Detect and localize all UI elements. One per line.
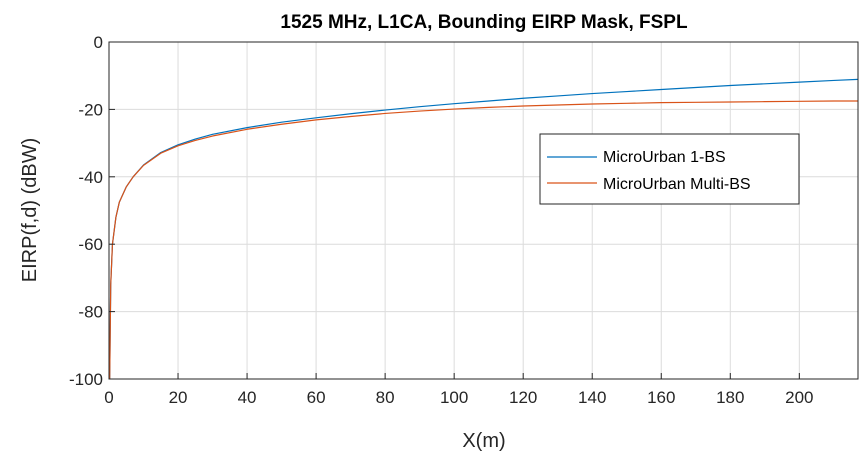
plot-area-frame bbox=[108, 41, 859, 380]
y-tick-label: -20 bbox=[78, 100, 103, 119]
legend-label-multibs: MicroUrban Multi-BS bbox=[603, 176, 751, 193]
legend-box bbox=[539, 133, 800, 205]
x-tick-label: 40 bbox=[238, 388, 257, 407]
x-tick-label: 20 bbox=[169, 388, 188, 407]
tick-labels: 0 20 40 60 80 100 120 140 160 180 200 0 -20 -40 -60 -80… bbox=[69, 33, 814, 407]
x-tick-label: 100 bbox=[440, 388, 468, 407]
x-axis-label: X(m) bbox=[462, 430, 505, 451]
y-tick-label: -100 bbox=[69, 370, 103, 389]
y-tick-label: 0 bbox=[94, 33, 103, 52]
x-tick-label: 60 bbox=[307, 388, 326, 407]
grid bbox=[109, 42, 858, 379]
x-tick-label: 160 bbox=[647, 388, 675, 407]
series-line-1bs bbox=[109, 78, 859, 380]
y-tick-label: -80 bbox=[78, 303, 103, 322]
x-tick-label: 120 bbox=[509, 388, 537, 407]
y-tick-label: -60 bbox=[78, 235, 103, 254]
x-tick-label: 200 bbox=[785, 388, 813, 407]
legend-label-1bs: MicroUrban 1-BS bbox=[603, 149, 726, 166]
chart-title: 1525 MHz, L1CA, Bounding EIRP Mask, FSPL bbox=[280, 12, 688, 33]
series-lines bbox=[109, 78, 859, 380]
x-tick-label: 0 bbox=[104, 388, 113, 407]
y-tick-label: -40 bbox=[78, 168, 103, 187]
x-tick-label: 80 bbox=[376, 388, 395, 407]
x-tick-label: 180 bbox=[716, 388, 744, 407]
y-axis-label: EIRP(f,d) (dBW) bbox=[19, 138, 41, 282]
legend: MicroUrban 1-BS MicroUrban Multi-BS bbox=[539, 133, 800, 205]
x-tick-label: 140 bbox=[578, 388, 606, 407]
series-line-multibs bbox=[109, 100, 858, 380]
